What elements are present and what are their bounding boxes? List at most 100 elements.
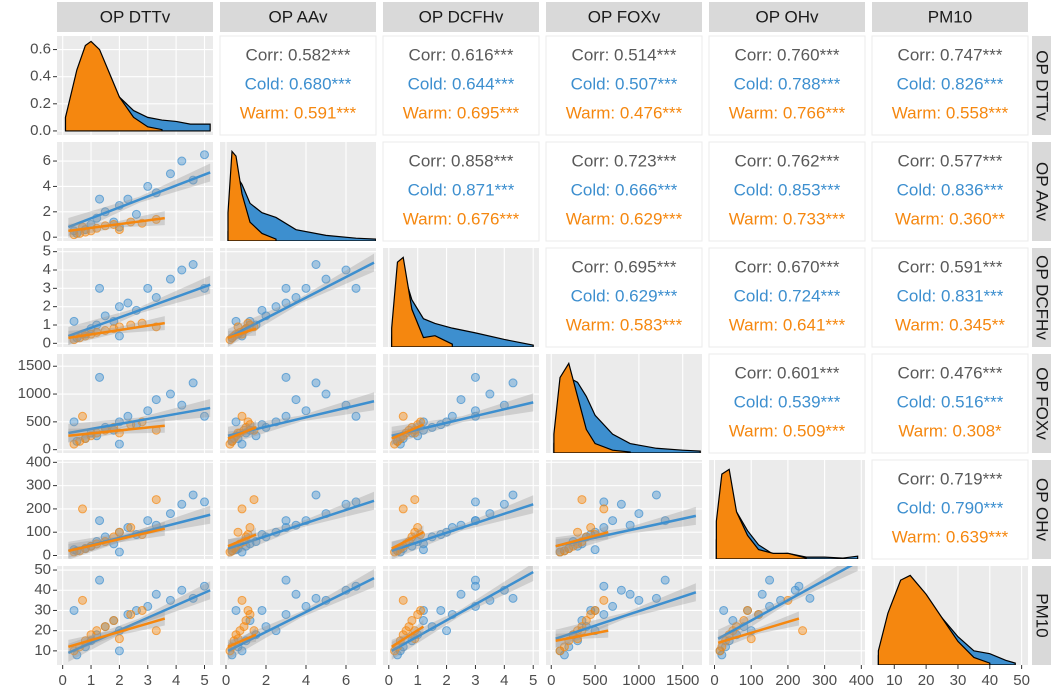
panel (57, 142, 213, 241)
x-tick-label: 3 (471, 672, 479, 689)
scatter-point (233, 527, 243, 537)
x-tick-label: 4 (302, 672, 310, 689)
density-area (64, 40, 163, 132)
scatter-point (231, 417, 241, 427)
scatter-point (257, 605, 267, 615)
correlation-text: Cold: 0.516*** (897, 392, 1004, 411)
scatter-point (281, 575, 291, 585)
scatter-point (599, 581, 609, 591)
x-tick-label: 0 (222, 672, 230, 689)
scatter-point (746, 634, 756, 644)
row-strip (1032, 460, 1051, 559)
correlation-text: Warm: 0.360** (895, 209, 1005, 228)
correlation-panel (871, 141, 1029, 242)
scatter-point (499, 499, 509, 509)
scatter-point (143, 406, 153, 416)
scatter-point (321, 389, 331, 399)
scatter-point (418, 616, 428, 626)
scatter-point (398, 504, 408, 514)
fit-line (391, 423, 424, 440)
correlation-text: Warm: 0.558*** (892, 103, 1009, 122)
y-tick-label: 3 (43, 279, 51, 296)
panel-background (57, 460, 213, 559)
panel (877, 566, 1023, 665)
scatter-point (581, 616, 591, 626)
panel-background (57, 354, 213, 453)
scatter-point (151, 589, 161, 599)
scatter-point (271, 302, 281, 312)
scatter-point (311, 260, 321, 269)
x-tick-label: 6 (342, 672, 350, 689)
fit-line (391, 570, 534, 652)
correlation-text: Warm: 0.629*** (566, 209, 683, 228)
y-tick-label: 300 (26, 477, 51, 494)
correlation-text: Cold: 0.666*** (571, 180, 678, 199)
scatter-point (78, 595, 88, 605)
panel (383, 566, 539, 665)
y-tick-label: 400 (26, 453, 51, 470)
scatter-point (351, 411, 361, 421)
scatter-point (442, 626, 452, 636)
scatter-point (69, 417, 79, 427)
column-strip-label: OP AAv (269, 7, 328, 26)
scatter-point (805, 593, 815, 603)
scatter-point (245, 523, 255, 533)
scatter-point (151, 395, 161, 405)
y-tick-label: 0 (43, 228, 51, 245)
scatter-point (243, 417, 253, 427)
row-strip-label: OP AAv (1033, 162, 1052, 221)
scatter-point (301, 601, 311, 611)
scatter-point (407, 616, 417, 626)
column-strip-label: OP OHv (756, 7, 819, 26)
scatter-point (114, 527, 124, 537)
correlation-panel (545, 141, 703, 242)
x-tick-label: 20 (918, 672, 935, 689)
x-tick-label: 500 (583, 672, 608, 689)
x-tick-label: 4 (500, 672, 508, 689)
density-area (227, 149, 277, 241)
scatter-point (78, 504, 88, 514)
fit-line (67, 589, 211, 655)
correlation-panel (219, 35, 377, 136)
y-tick-label: 1 (43, 316, 51, 333)
scatter-point (151, 495, 161, 505)
scatter-point (177, 156, 187, 166)
row-strip (1032, 566, 1051, 665)
confidence-band (718, 566, 858, 648)
scatter-point (321, 274, 331, 284)
scatter-point (143, 516, 153, 526)
scatter-point (485, 389, 495, 399)
scatter-point (151, 293, 161, 302)
correlation-text: Cold: 0.831*** (897, 286, 1004, 305)
scatter-point (95, 372, 105, 382)
fit-line (68, 527, 166, 553)
scatter-point (508, 378, 518, 388)
correlation-text: Corr: 0.723*** (572, 151, 677, 170)
panel-background (57, 142, 213, 241)
correlation-text: Cold: 0.790*** (897, 498, 1004, 517)
scatter-point (586, 523, 596, 533)
fit-line (717, 617, 800, 644)
scatter-point (165, 169, 175, 179)
y-tick-label: 30 (34, 601, 51, 618)
scatter-point (78, 411, 88, 421)
row-strip-label: OP FOXv (1033, 367, 1052, 440)
correlation-text: Corr: 0.514*** (572, 45, 677, 64)
correlation-panel (871, 247, 1029, 348)
scatter-point (95, 575, 105, 585)
y-tick-label: 4 (43, 177, 51, 194)
scatter-point (559, 642, 569, 652)
scatter-point (165, 274, 175, 284)
panel (383, 460, 539, 559)
scatter-point (199, 581, 209, 591)
panel (57, 36, 213, 135)
scatter-point (281, 411, 291, 421)
correlation-panel (708, 35, 866, 136)
row-strip-label: OP DCFHv (1033, 255, 1052, 340)
scatter-point (243, 605, 253, 615)
x-tick-label: 5 (529, 672, 537, 689)
x-tick-label: 0 (710, 672, 718, 689)
correlation-text: Corr: 0.670*** (735, 257, 840, 276)
scatter-point (95, 283, 105, 293)
scatter-point (798, 626, 808, 636)
